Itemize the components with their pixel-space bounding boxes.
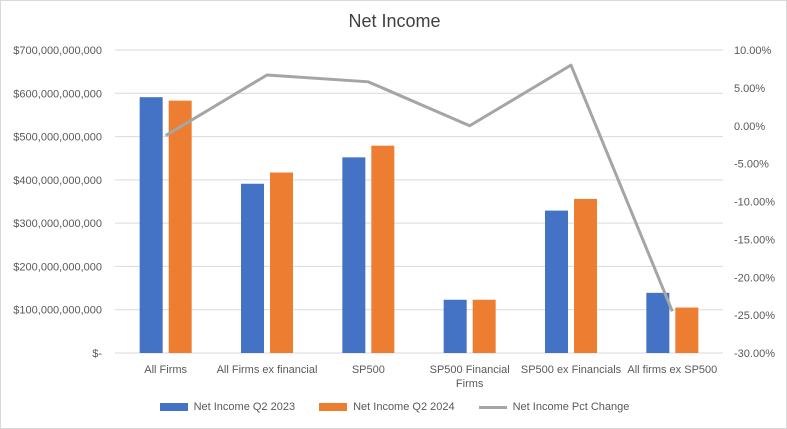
- left-tick-label: $600,000,000,000: [13, 88, 102, 100]
- gridlines: [115, 49, 723, 354]
- pct-change-polyline: [164, 63, 674, 312]
- bars: [139, 97, 699, 353]
- left-tick-label: $400,000,000,000: [13, 175, 102, 187]
- bar-q2-2024: [675, 307, 699, 353]
- category-label: SP500: [352, 364, 385, 376]
- legend-item-pct-change: Net Income Pct Change: [478, 401, 630, 413]
- bar-q2-2024: [574, 198, 597, 353]
- right-tick-label: -25.00%: [734, 310, 775, 322]
- left-tick-label: $500,000,000,000: [13, 132, 102, 144]
- bar-q2-2023: [545, 210, 568, 353]
- legend: Net Income Q2 2023 Net Income Q2 2024 Ne…: [1, 401, 787, 413]
- legend-item-q2-2024: Net Income Q2 2024: [319, 401, 455, 413]
- left-axis-ticks: $- $100,000,000,000 $200,000,000,000 $300,0…: [13, 45, 102, 360]
- category-label: All Firms: [144, 364, 187, 376]
- right-tick-label: -15.00%: [734, 234, 775, 246]
- legend-swatch-pct-change: [478, 405, 507, 409]
- right-tick-label: -20.00%: [734, 272, 775, 284]
- bar-q2-2024: [168, 100, 192, 353]
- bar-q2-2023: [342, 157, 366, 353]
- chart-title: Net Income: [348, 11, 441, 31]
- left-tick-label: $200,000,000,000: [13, 261, 102, 273]
- bar-q2-2023: [443, 299, 467, 353]
- category-label: All firms ex SP500: [627, 364, 717, 376]
- legend-swatch-q2-2024: [319, 403, 348, 411]
- pct-change-line: [164, 63, 674, 312]
- right-tick-label: -10.00%: [734, 197, 775, 209]
- right-tick-label: -30.00%: [734, 348, 775, 360]
- right-tick-label: -5.00%: [734, 159, 769, 171]
- right-tick-label: 10.00%: [734, 45, 772, 57]
- bar-q2-2024: [270, 172, 293, 353]
- category-label: SP500 Financial Firms: [430, 364, 510, 390]
- left-tick-label: $100,000,000,000: [13, 305, 102, 317]
- category-label: SP500 ex Financials: [521, 364, 622, 376]
- bar-q2-2023: [241, 183, 264, 353]
- bar-q2-2024: [472, 299, 496, 353]
- bar-q2-2023: [646, 292, 670, 353]
- legend-swatch-q2-2023: [159, 403, 188, 411]
- right-tick-label: 5.00%: [734, 83, 765, 95]
- legend-item-q2-2023: Net Income Q2 2023: [159, 401, 296, 413]
- legend-label-pct-change: Net Income Pct Change: [512, 401, 630, 413]
- category-labels: All Firms All Firms ex financial SP500 SP50…: [144, 364, 717, 390]
- legend-label-q2-2024: Net Income Q2 2024: [353, 401, 455, 413]
- right-axis-ticks: -30.00% -25.00% -20.00% -15.00% -10.00% -5.00…: [734, 45, 775, 360]
- left-tick-label: $700,000,000,000: [13, 45, 102, 57]
- bar-q2-2024: [371, 145, 395, 353]
- legend-label-q2-2023: Net Income Q2 2023: [193, 401, 296, 413]
- right-tick-label: 0.00%: [734, 121, 765, 133]
- left-tick-label: $-: [92, 348, 102, 360]
- chart-svg: $- $100,000,000,000 $200,000,000,000 $300,0…: [13, 45, 775, 390]
- left-tick-label: $300,000,000,000: [13, 218, 102, 230]
- bar-q2-2023: [139, 97, 163, 353]
- category-label: All Firms ex financial: [217, 364, 318, 376]
